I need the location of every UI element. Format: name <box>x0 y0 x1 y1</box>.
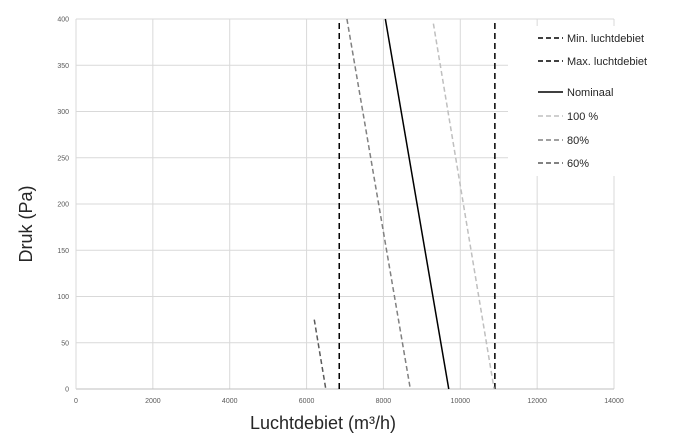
x-tick-label: 8000 <box>376 398 392 405</box>
series-line-3 <box>384 18 450 390</box>
y-tick-label: 250 <box>57 155 69 162</box>
series-line-4 <box>432 23 495 390</box>
series-lines <box>313 18 496 390</box>
y-tick-label: 400 <box>57 17 69 24</box>
y-tick-label: 150 <box>57 248 69 255</box>
y-tick-label: 300 <box>57 109 69 116</box>
tick-labels: 0 2000 4000 6000 8000 10000 12000 14000 0 50 100 15… <box>57 17 624 406</box>
y-tick-label: 350 <box>57 63 69 70</box>
x-tick-label: 0 <box>74 398 78 405</box>
series-line-5 <box>346 18 412 390</box>
x-axis-label: Luchtdebiet (m³/h) <box>250 413 396 433</box>
y-tick-label: 100 <box>57 294 69 301</box>
legend-label: 80% <box>567 135 589 147</box>
legend-box <box>508 26 640 176</box>
legend-label: 100 % <box>567 111 598 123</box>
x-tick-label: 2000 <box>145 398 161 405</box>
axes <box>75 19 614 390</box>
x-tick-label: 6000 <box>299 398 315 405</box>
legend-label: Nominaal <box>567 87 613 99</box>
y-tick-label: 200 <box>57 202 69 209</box>
legend-label: Min. luchtdebiet <box>567 33 644 45</box>
legend-label: 60% <box>567 158 589 170</box>
x-tick-label: 12000 <box>527 398 547 405</box>
y-tick-label: 0 <box>65 387 69 394</box>
legend-label: Max. luchtdebiet <box>567 56 647 68</box>
series-line-6 <box>313 319 327 390</box>
y-tick-label: 50 <box>61 340 69 347</box>
x-tick-label: 14000 <box>604 398 624 405</box>
gridlines <box>76 18 615 389</box>
legend: Min. luchtdebiet Max. luchtdebiet Nominaal… <box>538 33 647 170</box>
x-tick-label: 10000 <box>451 398 471 405</box>
y-axis-label: Druk (Pa) <box>16 185 36 262</box>
x-tick-label: 4000 <box>222 398 238 405</box>
